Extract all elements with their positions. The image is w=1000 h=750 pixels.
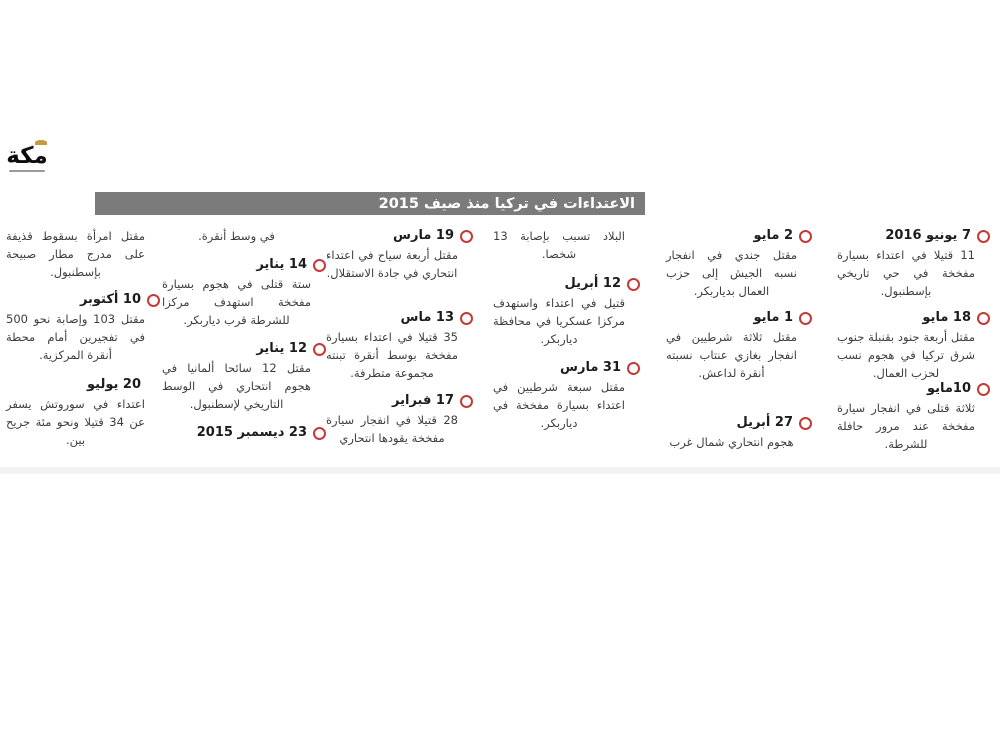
entry-text: مقتل جندي في انفجار نسبه الجيش إلى حزب ا…	[666, 248, 797, 298]
event-marker-icon	[977, 311, 990, 325]
timeline-column-1: 7 يونيو 2016 11 قتيلا في اعتداء بسيارة م…	[833, 225, 990, 470]
entry-text: في وسط أنقرة.	[198, 229, 275, 243]
timeline-entry: 27 أبريل هجوم انتحاري شمال غرب	[662, 415, 812, 452]
timeline-entry: 23 ديسمبر 2015	[158, 425, 326, 441]
entry-date: 1 مايو	[753, 310, 793, 325]
timeline: 7 يونيو 2016 11 قتيلا في اعتداء بسيارة م…	[0, 225, 1000, 470]
entry-date-row: 27 أبريل	[662, 415, 812, 431]
event-marker-icon	[313, 342, 326, 356]
infographic-base-strip	[0, 467, 1000, 474]
entry-date: 12 يناير	[256, 341, 307, 356]
entry-text: 28 قتيلا في انفجار سيارة مفخخة يقودها ان…	[326, 413, 458, 445]
entry-date: 2 مايو	[753, 228, 793, 243]
entry-text: ثلاثة قتلى في انفجار سيارة مفخخة عند مرو…	[837, 401, 975, 451]
entry-date-row: 31 مارس	[489, 360, 640, 376]
timeline-entry: 12 أبريل قتيل في اعتداء واستهدف مركزا عس…	[489, 276, 640, 348]
entry-date: 17 فبراير	[392, 393, 454, 408]
event-marker-icon	[313, 258, 326, 272]
event-marker-icon	[977, 229, 990, 243]
entry-text: 11 قتيلا في اعتداء بسيارة مفخخة في حي تا…	[837, 248, 975, 298]
event-marker-icon	[977, 382, 990, 396]
page-title: الاعتداءات في تركيا منذ صيف 2015	[378, 195, 635, 212]
entry-date-row: 13 ماس	[322, 310, 473, 326]
title-bar: الاعتداءات في تركيا منذ صيف 2015	[95, 192, 645, 215]
timeline-entry: 17 فبراير 28 قتيلا في انفجار سيارة مفخخة…	[322, 393, 473, 448]
entry-date-row: 12 يناير	[158, 341, 326, 357]
entry-text: 35 قتيلا في اعتداء بسيارة مفخخة بوسط أنق…	[326, 330, 458, 380]
entry-date: 10 أكتوبر	[79, 292, 141, 307]
entry-date: 23 ديسمبر 2015	[196, 425, 307, 440]
timeline-entry: 10 أكتوبر مقتل 103 وإصابة نحو 500 في تفج…	[2, 292, 160, 364]
event-marker-icon	[460, 229, 473, 243]
timeline-entry: 10مايو ثلاثة قتلى في انفجار سيارة مفخخة …	[833, 381, 990, 453]
entry-date-row: 10مايو	[833, 381, 990, 397]
entry-date-row: 23 ديسمبر 2015	[158, 425, 326, 441]
entry-date: 7 يونيو 2016	[885, 228, 971, 243]
event-marker-icon	[799, 229, 812, 243]
timeline-column-4: 19 مارس مقتل أربعة سياح في اعتداء انتحار…	[322, 225, 473, 470]
entry-date-row: 12 أبريل	[489, 276, 640, 292]
entry-date: 14 يناير	[256, 257, 307, 272]
timeline-entry: 12 يناير مقتل 12 سائحا ألمانيا في هجوم ا…	[158, 341, 326, 413]
entry-text: مقتل سبعة شرطيين في اعتداء بسيارة مفخخة …	[493, 380, 625, 430]
timeline-entry-continuation: مقتل امرأة بسقوط قذيفة على مدرج مطار صبي…	[2, 228, 160, 281]
event-marker-icon	[627, 277, 640, 291]
timeline-entry-continuation: في وسط أنقرة.	[158, 228, 326, 246]
timeline-entry: 13 ماس 35 قتيلا في اعتداء بسيارة مفخخة ب…	[322, 310, 473, 382]
entry-date: 13 ماس	[400, 310, 455, 325]
entry-date: 31 مارس	[560, 360, 621, 375]
logo-caption-line	[9, 170, 45, 172]
timeline-entry-continuation: البلاد تسبب بإصابة 13 شخصا.	[489, 228, 640, 264]
entry-date: 20 يوليو	[87, 377, 141, 392]
timeline-entry: 31 مارس مقتل سبعة شرطيين في اعتداء بسيار…	[489, 360, 640, 432]
entry-text: مقتل امرأة بسقوط قذيفة على مدرج مطار صبي…	[6, 229, 145, 279]
entry-date-row: 14 يناير	[158, 257, 326, 273]
entry-text: مقتل 103 وإصابة نحو 500 في تفجيرين أمام …	[6, 312, 145, 362]
entry-text: اعتداء في سوروتش يسفر عن 34 قتيلا ونحو م…	[6, 397, 145, 447]
entry-date-row: 17 فبراير	[322, 393, 473, 409]
entry-date-row: 7 يونيو 2016	[833, 228, 990, 244]
entry-date: 10مايو	[926, 381, 971, 396]
event-marker-icon	[313, 426, 326, 440]
entry-date-row: 1 مايو	[662, 310, 812, 326]
entry-date: 27 أبريل	[736, 415, 793, 430]
timeline-entry: 18 مايو مقتل أربعة جنود بقنبلة جنوب شرق …	[833, 310, 990, 382]
event-marker-icon	[627, 361, 640, 375]
entry-text: قتيل في اعتداء واستهدف مركزا عسكريا في م…	[493, 296, 625, 346]
timeline-entry: 14 يناير ستة قتلى في هجوم بسيارة مفخخة ا…	[158, 257, 326, 329]
entry-date-row: 18 مايو	[833, 310, 990, 326]
entry-date: 19 مارس	[393, 228, 454, 243]
makkah-newspaper-logo: مكة	[5, 140, 49, 172]
entry-text: هجوم انتحاري شمال غرب	[669, 435, 794, 449]
logo-gold-accent-icon	[35, 140, 47, 145]
timeline-column-5: في وسط أنقرة. 14 يناير ستة قتلى في هجوم …	[158, 225, 326, 470]
entry-text: مقتل ثلاثة شرطيين في انفجار بغازي عنتاب …	[666, 330, 797, 380]
event-marker-icon	[460, 311, 473, 325]
timeline-column-6: مقتل امرأة بسقوط قذيفة على مدرج مطار صبي…	[2, 225, 160, 470]
event-marker-icon	[799, 416, 812, 430]
timeline-entry: 19 مارس مقتل أربعة سياح في اعتداء انتحار…	[322, 228, 473, 283]
entry-text: مقتل أربعة سياح في اعتداء انتحاري في جاد…	[326, 248, 458, 280]
entry-text: ستة قتلى في هجوم بسيارة مفخخة استهدف مرك…	[162, 277, 311, 327]
entry-text: البلاد تسبب بإصابة 13 شخصا.	[493, 229, 625, 261]
entry-date-row: 20 يوليو	[2, 377, 160, 393]
event-marker-icon	[460, 394, 473, 408]
timeline-column-3: البلاد تسبب بإصابة 13 شخصا. 12 أبريل قتي…	[489, 225, 640, 470]
entry-text: مقتل أربعة جنود بقنبلة جنوب شرق تركيا في…	[837, 330, 975, 380]
event-marker-icon	[799, 311, 812, 325]
entry-date-row: 2 مايو	[662, 228, 812, 244]
timeline-entry: 1 مايو مقتل ثلاثة شرطيين في انفجار بغازي…	[662, 310, 812, 382]
entry-date-row: 10 أكتوبر	[2, 292, 160, 308]
timeline-entry: 20 يوليو اعتداء في سوروتش يسفر عن 34 قتي…	[2, 377, 160, 449]
entry-date: 18 مايو	[922, 310, 971, 325]
event-marker-icon	[147, 293, 160, 307]
logo-wordmark: مكة	[6, 143, 49, 169]
timeline-entry: 2 مايو مقتل جندي في انفجار نسبه الجيش إل…	[662, 228, 812, 300]
timeline-column-2: 2 مايو مقتل جندي في انفجار نسبه الجيش إل…	[662, 225, 812, 470]
timeline-entry: 7 يونيو 2016 11 قتيلا في اعتداء بسيارة م…	[833, 228, 990, 300]
entry-date-row: 19 مارس	[322, 228, 473, 244]
entry-text: مقتل 12 سائحا ألمانيا في هجوم انتحاري في…	[162, 361, 312, 411]
entry-date: 12 أبريل	[564, 276, 621, 291]
